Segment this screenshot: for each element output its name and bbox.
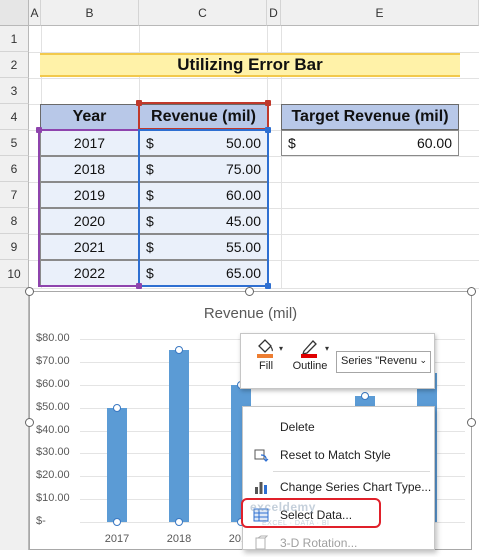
paint-bucket-icon	[257, 339, 273, 358]
reset-style-icon	[254, 449, 269, 462]
bar-2018[interactable]	[169, 350, 189, 522]
row-header-9[interactable]: 9	[0, 234, 29, 260]
revenue-header-cell[interactable]: Revenue (mil)	[139, 104, 268, 130]
column-header-a[interactable]: A	[29, 0, 41, 26]
chevron-down-icon: ⌄	[419, 355, 427, 365]
y-tick-label: $20.00	[36, 469, 70, 482]
revenue-header: Revenue (mil)	[151, 108, 256, 125]
year-header: Year	[72, 108, 107, 125]
year-cell[interactable]: 2017	[40, 130, 139, 156]
row-header-1[interactable]: 1	[0, 26, 29, 52]
menu-item-3d-rotation[interactable]: 3-D Rotation...	[243, 529, 434, 557]
y-tick-label: $-	[36, 515, 46, 527]
chart-resize-handle[interactable]	[467, 287, 476, 296]
chart-type-icon	[255, 482, 267, 494]
chart-title[interactable]: Revenue (mil)	[203, 305, 298, 322]
bar-2017[interactable]	[107, 407, 127, 522]
rotation-3d-icon	[255, 535, 269, 550]
row-header-8[interactable]: 8	[0, 208, 29, 234]
select-all-corner[interactable]	[0, 0, 29, 26]
chart-resize-handle[interactable]	[25, 287, 34, 296]
range-handle[interactable]	[265, 283, 271, 289]
chart-elements-select[interactable]: Series "Revenu ⌄	[336, 351, 431, 373]
revenue-cell[interactable]: $60.00	[139, 182, 268, 208]
mini-toolbar: Fill ▾ Outline ▾ Series "Revenu ⌄	[240, 333, 435, 389]
x-tick-label: 2018	[166, 533, 192, 545]
menu-item-delete[interactable]: Delete	[280, 420, 315, 434]
y-tick-label: $70.00	[36, 354, 70, 367]
data-point-handle[interactable]	[175, 346, 183, 355]
range-handle[interactable]	[36, 127, 42, 133]
row-header-6[interactable]: 6	[0, 156, 29, 182]
y-tick-label: $60.00	[36, 377, 70, 390]
column-header-b[interactable]: B	[41, 0, 139, 26]
row-header-2[interactable]: 2	[0, 52, 29, 78]
year-cell[interactable]: 2020	[40, 208, 139, 234]
range-handle[interactable]	[265, 127, 271, 133]
context-menu: Delete Reset to Match Style Change Serie…	[242, 406, 435, 550]
year-cell[interactable]: 2018	[40, 156, 139, 182]
row-header-7[interactable]: 7	[0, 182, 29, 208]
revenue-cell[interactable]: $65.00	[139, 260, 268, 286]
target-value-cell[interactable]: $60.00	[281, 130, 459, 156]
sheet-title: Utilizing Error Bar	[177, 55, 323, 74]
year-cell[interactable]: 2021	[40, 234, 139, 260]
revenue-cell[interactable]: $55.00	[139, 234, 268, 260]
grid-line	[281, 26, 282, 288]
revenue-cell[interactable]: $75.00	[139, 156, 268, 182]
chart-resize-handle[interactable]	[25, 418, 34, 427]
menu-item-select-data[interactable]: Select Data...	[243, 501, 434, 529]
range-handle[interactable]	[265, 100, 271, 106]
menu-separator	[273, 471, 430, 472]
range-handle[interactable]	[136, 283, 142, 289]
data-point-handle[interactable]	[175, 518, 183, 526]
menu-item-reset-style[interactable]: Reset to Match Style	[243, 441, 434, 469]
y-tick-label: $40.00	[36, 423, 70, 436]
row-header-blank	[0, 288, 29, 550]
watermark-logo: exceldemy	[250, 500, 316, 514]
row-header-3[interactable]: 3	[0, 78, 29, 104]
y-tick-label: $10.00	[36, 492, 70, 505]
chart-resize-handle[interactable]	[467, 418, 476, 427]
grid-line	[29, 78, 479, 79]
x-tick-label: 2017	[104, 533, 130, 545]
column-header-d[interactable]: D	[267, 0, 281, 26]
watermark-tagline: EXCEL · DATA · BI	[262, 520, 330, 527]
outline-label: Outline	[292, 360, 328, 372]
y-tick-label: $80.00	[36, 332, 70, 344]
row-header-10[interactable]: 10	[0, 260, 29, 288]
menu-item-change-chart-type[interactable]: Change Series Chart Type...	[243, 473, 434, 501]
year-cell[interactable]: 2022	[40, 260, 139, 286]
select-data-icon	[253, 508, 269, 522]
data-point-handle[interactable]	[361, 392, 369, 401]
fill-label: Fill	[258, 360, 274, 372]
revenue-cell[interactable]: $50.00	[139, 130, 268, 156]
year-header-cell[interactable]: Year	[40, 104, 139, 130]
highlight-box	[241, 498, 381, 528]
column-header-e[interactable]: E	[281, 0, 479, 26]
pen-outline-icon	[301, 340, 317, 358]
target-header-cell[interactable]: Target Revenue (mil)	[281, 104, 459, 130]
outline-button[interactable]: Outline	[289, 338, 331, 386]
fill-button[interactable]: Fill	[251, 338, 281, 386]
year-cell[interactable]: 2019	[40, 182, 139, 208]
sheet-title-cell[interactable]: Utilizing Error Bar	[40, 53, 460, 77]
y-tick-label: $30.00	[36, 446, 70, 459]
grid-line	[29, 288, 479, 289]
y-tick-label: $50.00	[36, 400, 70, 413]
fill-dropdown-icon[interactable]: ▾	[279, 344, 284, 353]
grid-line	[29, 52, 479, 53]
row-header-4[interactable]: 4	[0, 104, 29, 130]
chart-elements-value: Series "Revenu	[341, 355, 418, 367]
range-handle[interactable]	[136, 100, 142, 106]
outline-dropdown-icon[interactable]: ▾	[325, 344, 330, 353]
data-point-handle[interactable]	[113, 403, 121, 412]
target-header: Target Revenue (mil)	[291, 108, 449, 125]
row-header-5[interactable]: 5	[0, 130, 29, 156]
chart-resize-handle[interactable]	[245, 287, 254, 296]
revenue-cell[interactable]: $45.00	[139, 208, 268, 234]
column-header-c[interactable]: C	[139, 0, 267, 26]
data-point-handle[interactable]	[113, 518, 121, 526]
